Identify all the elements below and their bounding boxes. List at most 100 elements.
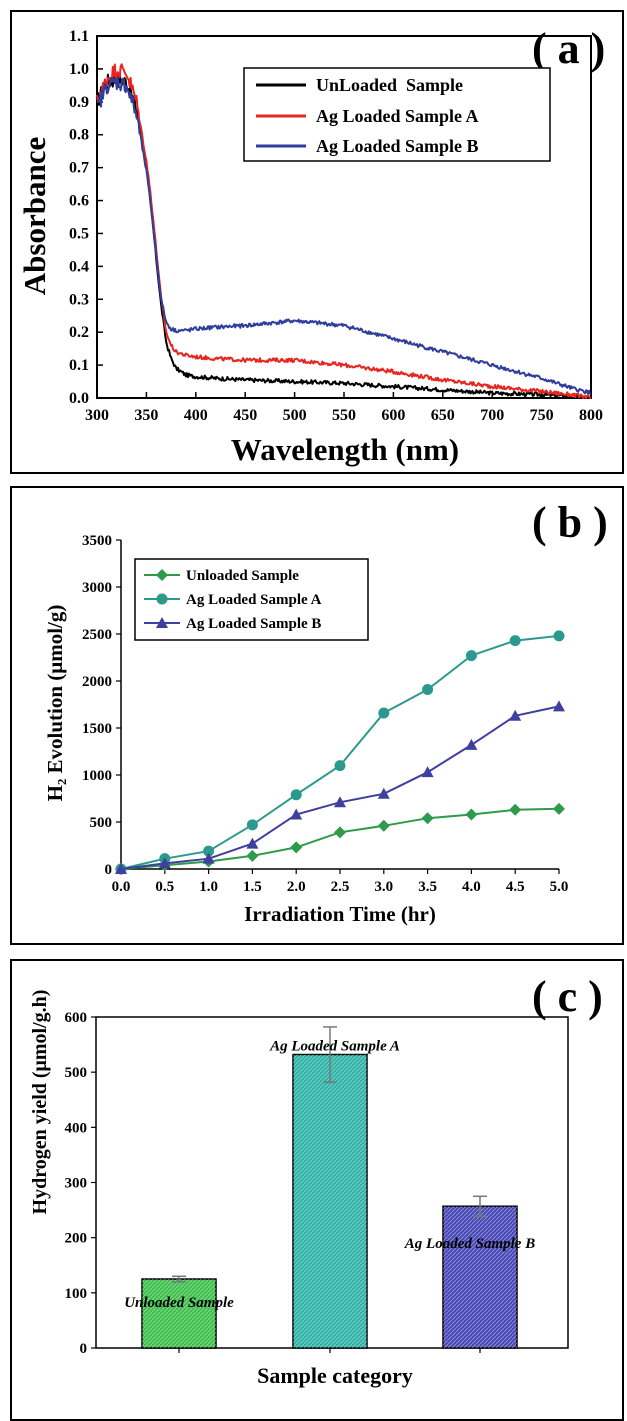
series-b-2-point-3	[246, 837, 259, 849]
x-tick-label-a-8: 700	[480, 407, 504, 424]
series-b-0-point-6	[377, 819, 390, 832]
y-tick-label-c-0: 0	[80, 1341, 88, 1357]
panel-c-xlabel: Sample category	[257, 1363, 413, 1388]
series-b-1-point-2	[203, 845, 215, 857]
y-tick-label-b-6: 3000	[82, 580, 112, 596]
panel-b-xlabel: Irradiation Time (hr)	[244, 902, 436, 926]
y-tick-label-c-3: 300	[65, 1176, 88, 1192]
y-tick-label-a-2: 0.2	[69, 324, 89, 341]
series-b-1-point-8	[465, 650, 477, 662]
series-b-2-line	[120, 705, 560, 870]
panel-c-frame	[10, 959, 624, 1421]
series-b-2-point-10	[553, 700, 565, 712]
series-b-0-point-3	[246, 849, 259, 862]
y-tick-label-a-11: 1.1	[69, 28, 89, 45]
panel-a-label: ( a )	[532, 24, 605, 73]
x-tick-label-b-2: 1.0	[199, 879, 218, 895]
x-tick-label-b-1: 0.5	[155, 879, 174, 895]
panel-a-legend: UnLoaded Sample Ag Loaded Sample A Ag Lo…	[243, 67, 551, 162]
y-tick-label-b-0: 0	[105, 862, 113, 878]
x-tick-label-b-3: 1.5	[243, 879, 262, 895]
x-tick-label-a-6: 600	[381, 407, 405, 424]
x-tick-label-a-1: 350	[134, 407, 158, 424]
panel-b-plot: 0.0 0.5 1.0 1.5 2.0 2.5 3.0 3.5 4.0 4.5 5.0 0 500 100…	[82, 533, 568, 895]
x-tick-label-b-9: 4.5	[506, 879, 525, 895]
x-tick-label-a-5: 550	[332, 407, 356, 424]
x-tick-label-a-7: 650	[431, 407, 455, 424]
series-a-2	[96, 77, 592, 395]
panel-a-plot: 300 350 400 450 500 550 600 650 700 750 800 0.0 0.1 0…	[69, 28, 603, 424]
x-tick-label-b-8: 4.0	[462, 879, 481, 895]
y-tick-label-a-4: 0.4	[69, 258, 89, 275]
x-tick-label-a-4: 500	[283, 407, 307, 424]
x-tick-label-a-0: 300	[85, 407, 109, 424]
y-tick-label-c-4: 400	[65, 1120, 88, 1136]
panel-b-legend: Unloaded Sample Ag Loaded Sample A Ag Lo…	[134, 558, 369, 641]
series-b-0-point-8	[465, 808, 478, 821]
series-a-0	[96, 71, 592, 399]
series-b-0-point-4	[290, 841, 303, 854]
y-tick-label-b-2: 1000	[82, 768, 112, 784]
series-b-2-point-9	[509, 709, 522, 721]
x-tick-label-b-0: 0.0	[112, 879, 131, 895]
series-b-1-point-7	[422, 683, 434, 695]
x-tick-label-b-7: 3.5	[418, 879, 437, 895]
panel-a-frame	[10, 10, 624, 474]
series-b-1-point-10	[553, 630, 565, 642]
series-b-2-point-8	[465, 738, 478, 750]
y-tick-label-a-9: 0.9	[69, 94, 89, 111]
series-b-2-point-0	[115, 863, 127, 874]
legend-b-label-1: Unloaded Sample	[186, 568, 299, 584]
y-tick-label-a-5: 0.5	[69, 225, 89, 242]
x-tick-label-b-5: 2.5	[331, 879, 350, 895]
series-a-1	[96, 63, 592, 399]
bar-label-0: Unloaded Sample	[124, 1295, 234, 1311]
y-tick-label-a-10: 1.0	[69, 61, 89, 78]
series-b-0-point-5	[334, 826, 346, 839]
legend-b-marker-2	[156, 593, 168, 605]
y-tick-label-a-1: 0.1	[69, 357, 89, 374]
bar-label-1: Ag Loaded Sample A	[269, 1039, 400, 1055]
legend-a-label-3: Ag Loaded Sample B	[316, 136, 479, 156]
y-tick-label-b-3: 1500	[82, 721, 112, 737]
panel-a: ( a ) 300 350 400 450 500 550 600 650 700 750 800 0…	[10, 10, 624, 474]
bar-hatch-1	[293, 1054, 367, 1348]
legend-b-label-2: Ag Loaded Sample A	[186, 592, 322, 608]
y-tick-label-b-5: 2500	[82, 627, 112, 643]
x-tick-label-b-4: 2.0	[287, 879, 306, 895]
legend-b-marker-3	[156, 617, 168, 628]
y-tick-label-c-1: 100	[65, 1286, 88, 1302]
y-tick-label-c-5: 500	[65, 1065, 88, 1081]
panel-b-ylabel: H₂ Evolution (μmol/g)	[43, 605, 67, 802]
panel-b-label: ( b )	[532, 498, 608, 547]
y-tick-label-b-7: 3500	[82, 533, 112, 549]
series-b-1-point-9	[509, 635, 521, 647]
series-b-1-point-4	[290, 789, 302, 801]
panel-b: ( b ) 0.0 0.5 1.0 1.5 2.0 2.5 3.0 3.5 4.0 4.5 5.00…	[10, 486, 624, 945]
x-tick-label-b-10: 5.0	[550, 879, 569, 895]
x-tick-label-a-2: 400	[184, 407, 208, 424]
y-tick-label-c-6: 600	[65, 1010, 88, 1026]
series-b-0-point-7	[421, 812, 434, 825]
series-b-2-point-5	[334, 796, 346, 808]
series-b-2-point-4	[290, 808, 303, 820]
y-tick-label-c-2: 200	[65, 1231, 88, 1247]
y-tick-label-a-8: 0.8	[69, 127, 89, 144]
y-tick-label-a-3: 0.3	[69, 291, 89, 308]
x-tick-label-a-10: 800	[579, 407, 603, 424]
legend-a-label-2: Ag Loaded Sample A	[316, 106, 479, 126]
panel-b-frame	[10, 486, 624, 945]
panel-c-label: ( c )	[532, 972, 603, 1021]
series-b-0-point-10	[553, 802, 565, 815]
series-b-0-point-9	[509, 803, 522, 816]
series-b-1-point-3	[246, 819, 258, 831]
series-b-2-point-1	[158, 857, 171, 869]
panel-a-xlabel: Wavelength (nm)	[231, 432, 459, 467]
bar-label-2: Ag Loaded Sample B	[404, 1236, 535, 1252]
series-b-2-point-6	[377, 787, 390, 799]
panel-c-plot: 0 100 200 300 400 500 600 Unloaded Sample Ag Loa…	[65, 1010, 569, 1357]
legend-b-marker-1	[156, 569, 168, 581]
series-b-0-line	[120, 807, 560, 870]
legend-a-label-1: UnLoaded Sample	[316, 75, 463, 95]
